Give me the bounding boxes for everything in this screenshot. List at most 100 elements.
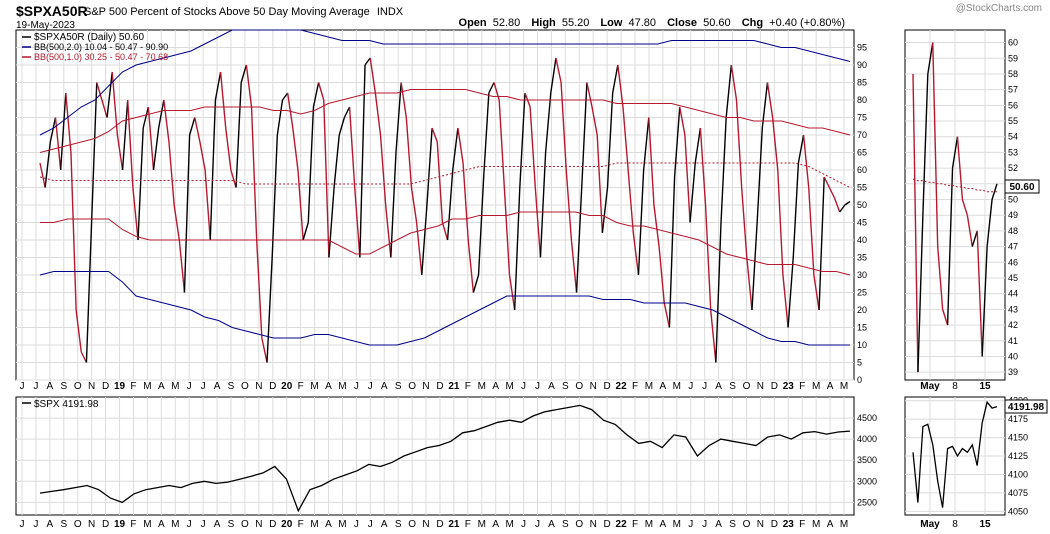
- spx-zoom-panel-xtick-label: 15: [979, 519, 991, 530]
- spx-panel-xtick-label: A: [325, 519, 332, 530]
- main-panel-series-segment: [90, 82, 98, 223]
- main-panel-xtick-label: A: [660, 381, 667, 392]
- main-panel-ytick-label: 50: [857, 200, 867, 210]
- spx-panel-xtick-label: S: [60, 519, 67, 530]
- spx-panel-xtick-label: M: [338, 519, 346, 530]
- main-zoom-panel-ytick-label: 45: [1008, 273, 1018, 283]
- main-panel-series-segment: [632, 232, 640, 276]
- main-panel-xtick-label: O: [74, 381, 82, 392]
- main-panel-series-segment: [544, 92, 552, 153]
- main-panel-series-segment: [679, 106, 686, 136]
- main-panel-series-segment: [59, 92, 67, 171]
- main-panel-series-segment: [157, 99, 165, 129]
- main-panel-ytick-label: 15: [857, 323, 867, 333]
- main-panel-xtick-label: S: [395, 381, 402, 392]
- main-panel-series-segment: [771, 117, 779, 171]
- spx-panel-xtick-label: N: [88, 519, 95, 530]
- main-panel-series-segment: [121, 99, 129, 171]
- legend-bb1-text: BB(500,1.0) 30.25 - 50.47 - 70.68: [34, 52, 168, 62]
- spx-panel-xtick-label: M: [673, 519, 681, 530]
- main-panel-xtick-label: M: [310, 381, 318, 392]
- spx-panel-xtick-label: F: [298, 519, 304, 530]
- main-panel-series-segment: [384, 204, 392, 258]
- main-panel-series-segment: [658, 246, 665, 304]
- spx-panel-xtick-label: S: [729, 519, 736, 530]
- main-panel-xtick-label: 19: [114, 381, 126, 392]
- spx-panel-xtick-label: A: [47, 519, 54, 530]
- main-panel-series-bb-upper-2-0: [39, 29, 851, 136]
- main-panel-xtick-label: A: [47, 381, 54, 392]
- main-panel-series-segment: [359, 64, 366, 258]
- main-zoom-panel-ytick-label: 52: [1008, 163, 1018, 173]
- main-panel-series-segment: [240, 64, 248, 83]
- main-panel-series-segment: [777, 169, 784, 276]
- spx-zoom-panel-ytick-label: 4050: [1008, 506, 1028, 516]
- spx-panel-xtick-label: O: [74, 519, 82, 530]
- main-panel-xtick-label: M: [812, 381, 820, 392]
- main-panel-xtick-label: A: [715, 381, 722, 392]
- main-panel-series-segment: [323, 99, 330, 258]
- main-panel-series-segment: [152, 127, 160, 171]
- spx-panel-xtick-label: 23: [783, 519, 795, 530]
- main-zoom-panel-series-segment: [951, 136, 959, 169]
- main-panel-series-segment: [534, 187, 542, 258]
- main-panel-series-segment: [565, 169, 573, 241]
- spx-panel-xtick-label: A: [548, 519, 555, 530]
- main-panel-ytick-label: 75: [857, 113, 867, 123]
- main-panel-series-segment: [637, 169, 645, 276]
- main-panel-series-segment: [493, 82, 500, 101]
- main-panel-xtick-label: J: [688, 381, 693, 392]
- stockcharts-watermark: @StockCharts.com: [956, 3, 1042, 14]
- spx-panel-xtick-label: D: [269, 519, 276, 530]
- main-panel-series-segment: [699, 127, 707, 206]
- main-panel-xtick-label: M: [478, 381, 486, 392]
- main-panel-xtick-label: F: [130, 381, 136, 392]
- main-zoom-panel-ytick-label: 58: [1008, 69, 1018, 79]
- main-panel-xtick-label: A: [548, 381, 555, 392]
- main-panel-series-segment: [617, 64, 624, 108]
- main-panel-series-segment: [808, 187, 815, 276]
- spx-panel-xtick-label: M: [143, 519, 151, 530]
- main-panel-series-segment: [307, 106, 315, 223]
- main-panel-xtick-label: M: [338, 381, 346, 392]
- main-panel-series-segment: [333, 134, 340, 188]
- main-panel-series-segment: [720, 117, 727, 223]
- main-panel-xtick-label: J: [201, 381, 206, 392]
- main-panel-xtick-label: A: [158, 381, 165, 392]
- main-zoom-panel-ytick-label: 59: [1008, 53, 1018, 63]
- main-panel-series-segment: [348, 106, 356, 188]
- main-panel-xtick-label: S: [228, 381, 235, 392]
- main-panel-series-segment: [818, 176, 825, 311]
- main-panel-series-segment: [477, 176, 485, 276]
- main-panel-series-segment: [591, 106, 598, 136]
- main-panel-series-segment: [65, 92, 72, 153]
- main-panel-series-segment: [261, 337, 268, 363]
- main-panel-series-segment: [575, 187, 583, 293]
- main-panel-xtick-label: O: [241, 381, 249, 392]
- spx-panel-ytick-label: 3500: [857, 455, 877, 465]
- main-panel-xtick-label: O: [575, 381, 583, 392]
- main-panel-series-segment: [715, 222, 722, 363]
- main-zoom-panel-ytick-label: 50: [1008, 195, 1018, 205]
- main-panel-series-segment: [245, 64, 253, 108]
- main-panel-series-bb-lower-1-0: [40, 211, 851, 276]
- main-panel-series-segment: [462, 162, 469, 241]
- main-panel-series-segment: [441, 222, 449, 241]
- main-zoom-panel-xtick-label: 8: [952, 381, 958, 392]
- ohlc-low-label: Low: [600, 17, 622, 29]
- main-panel-ytick-label: 5: [857, 358, 862, 368]
- main-panel-series-segment: [364, 57, 371, 66]
- spx-panel-xtick-label: J: [521, 519, 526, 530]
- main-panel-series-segment: [823, 176, 830, 188]
- spx-panel-ytick-label: 3000: [857, 476, 877, 486]
- main-panel-xtick-label: 22: [616, 381, 628, 392]
- main-panel-xtick-label: S: [60, 381, 67, 392]
- main-zoom-panel-xtick-label: May: [920, 381, 940, 392]
- main-panel-series-segment: [292, 127, 299, 171]
- main-panel-series-segment: [452, 127, 459, 171]
- main-panel-xtick-label: D: [102, 381, 109, 392]
- main-zoom-panel-ytick-label: 39: [1008, 367, 1018, 377]
- main-panel-series-segment: [539, 152, 547, 258]
- spx-panel-xtick-label: J: [33, 519, 38, 530]
